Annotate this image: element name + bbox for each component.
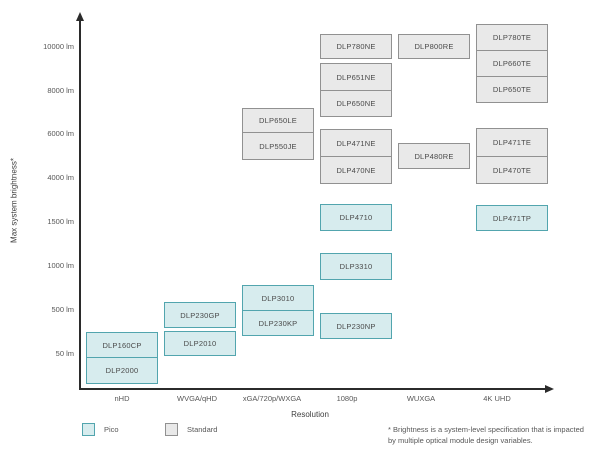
chip-box-dlp650te: DLP650TE [476,76,548,103]
standard-swatch-icon [165,423,178,436]
legend-label-pico: Pico [104,425,119,434]
chip-box-dlp230gp: DLP230GP [164,302,236,328]
y-axis-line [79,20,81,389]
y-tick-label: 500 lm [51,305,74,314]
chip-box-dlp471ne: DLP471NE [320,129,392,157]
chip-box-dlp550je: DLP550JE [242,132,314,160]
x-tick-label: nHD [114,394,130,403]
chip-box-dlp780ne: DLP780NE [320,34,392,59]
pico-swatch-icon [82,423,95,436]
chip-box-dlp651ne: DLP651NE [320,63,392,91]
y-tick-label: 50 lm [55,349,74,358]
x-tick-label: 1080p [336,394,358,403]
chip-box-dlp230np: DLP230NP [320,313,392,339]
x-axis-arrow-icon [545,385,554,393]
legend-item-pico: Pico [82,423,119,436]
chip-box-dlp2010: DLP2010 [164,331,236,356]
chip-box-dlp800re: DLP800RE [398,34,470,59]
chip-box-dlp3010: DLP3010 [242,285,314,311]
chip-box-dlp230kp: DLP230KP [242,310,314,336]
y-tick-label: 1000 lm [47,261,74,270]
x-tick-label: 4K UHD [483,394,511,403]
chip-box-dlp160cp: DLP160CP [86,332,158,358]
chip-box-dlp470te: DLP470TE [476,156,548,184]
y-axis-label: Max system brightness* [9,158,19,243]
y-tick-label: 1500 lm [47,217,74,226]
chip-box-dlp650ne: DLP650NE [320,90,392,117]
chip-box-dlp471te: DLP471TE [476,128,548,157]
chip-box-dlp780te: DLP780TE [476,24,548,51]
x-tick-label: WUXGA [406,394,436,403]
footnote: * Brightness is a system-level specifica… [388,425,584,445]
chip-box-dlp470ne: DLP470NE [320,156,392,184]
chip-box-dlp650le: DLP650LE [242,108,314,133]
y-tick-label: 10000 lm [43,42,74,51]
chip-box-dlp3310: DLP3310 [320,253,392,280]
y-tick-label: 4000 lm [47,173,74,182]
x-axis-label: Resolution [291,410,329,419]
y-tick-label: 6000 lm [47,129,74,138]
chip-box-dlp471tp: DLP471TP [476,205,548,231]
x-axis-line [79,388,546,390]
x-tick-label: xGA/720p/WXGA [242,394,302,403]
chip-box-dlp480re: DLP480RE [398,143,470,169]
legend-label-standard: Standard [187,425,218,434]
chip-box-dlp2000: DLP2000 [86,357,158,384]
y-tick-label: 8000 lm [47,86,74,95]
chip-box-dlp4710: DLP4710 [320,204,392,231]
legend-item-standard: Standard [165,423,217,436]
y-axis-arrow-icon [76,12,84,21]
chip-box-dlp660te: DLP660TE [476,50,548,77]
x-tick-label: WVGA/qHD [176,394,218,403]
